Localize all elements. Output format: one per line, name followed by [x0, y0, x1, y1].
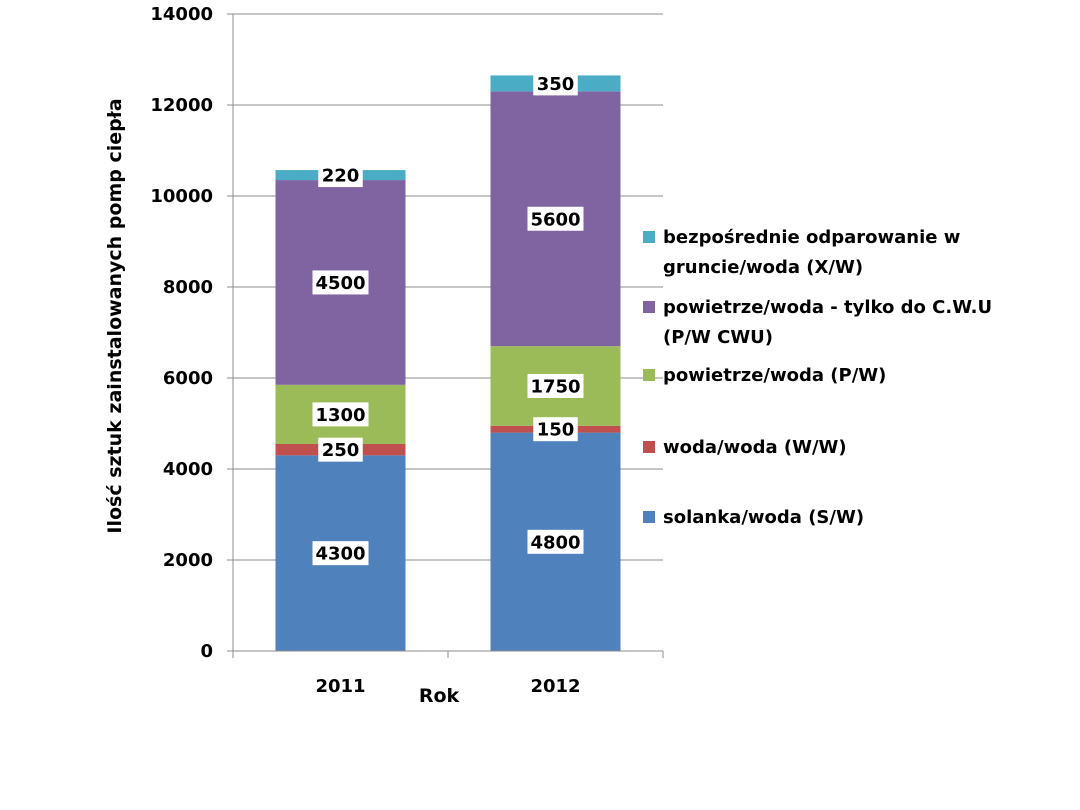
data-label-box	[312, 402, 369, 427]
data-label-box	[318, 437, 363, 462]
legend-swatch	[643, 301, 655, 313]
data-label-box	[312, 541, 369, 566]
legend-label: powietrze/woda (P/W)	[663, 365, 886, 386]
data-label: 5600	[530, 209, 580, 230]
data-label: 4800	[530, 532, 580, 553]
legend-label: gruncie/woda (X/W)	[663, 257, 863, 278]
legend-label: bezpośrednie odparowanie w	[663, 227, 960, 248]
data-label-box	[527, 373, 584, 398]
data-label-box	[533, 71, 578, 96]
legend-label: solanka/woda (S/W)	[663, 507, 864, 528]
data-label: 4300	[315, 544, 365, 565]
data-label: 220	[322, 166, 360, 187]
data-label: 250	[322, 440, 360, 461]
data-label: 4500	[315, 273, 365, 294]
legend-swatch	[643, 231, 655, 243]
y-axis-title: Ilość sztuk zainstalowanych pomp ciepła	[104, 98, 126, 533]
y-tick-label: 12000	[150, 95, 213, 116]
y-tick-label: 14000	[150, 4, 213, 25]
legend-swatch	[643, 369, 655, 381]
legend-label: (P/W CWU)	[663, 327, 773, 348]
y-tick-label: 8000	[163, 277, 213, 298]
data-label-box	[312, 270, 369, 295]
y-tick-label: 6000	[163, 368, 213, 389]
data-label-box	[318, 163, 363, 188]
data-label-box	[527, 529, 584, 554]
y-tick-label: 2000	[163, 550, 213, 571]
data-label: 1300	[315, 405, 365, 426]
legend-swatch	[643, 511, 655, 523]
data-label: 350	[537, 74, 575, 95]
legend-swatch	[643, 441, 655, 453]
data-labels: 4300 250 1300 4500 220 4800 150 1750 5600 350	[312, 71, 584, 566]
data-label-box	[527, 206, 584, 231]
legend-label: powietrze/woda - tylko do C.W.U	[663, 297, 992, 318]
data-label: 1750	[530, 376, 580, 397]
legend-label: woda/woda (W/W)	[663, 437, 847, 458]
y-tick-label: 4000	[163, 459, 213, 480]
x-tick-label: 2012	[530, 676, 580, 697]
data-label: 150	[537, 420, 575, 441]
legend: bezpośrednie odparowanie w gruncie/woda (…	[643, 227, 992, 528]
y-tick-label: 10000	[150, 186, 213, 207]
data-label-box	[533, 417, 578, 442]
axes: 0 2000 4000 6000 8000 10000 12000 14000 2011 2012	[150, 4, 664, 697]
y-tick-label: 0	[200, 641, 213, 662]
x-axis-title: Rok	[419, 685, 460, 707]
x-tick-label: 2011	[315, 676, 365, 697]
